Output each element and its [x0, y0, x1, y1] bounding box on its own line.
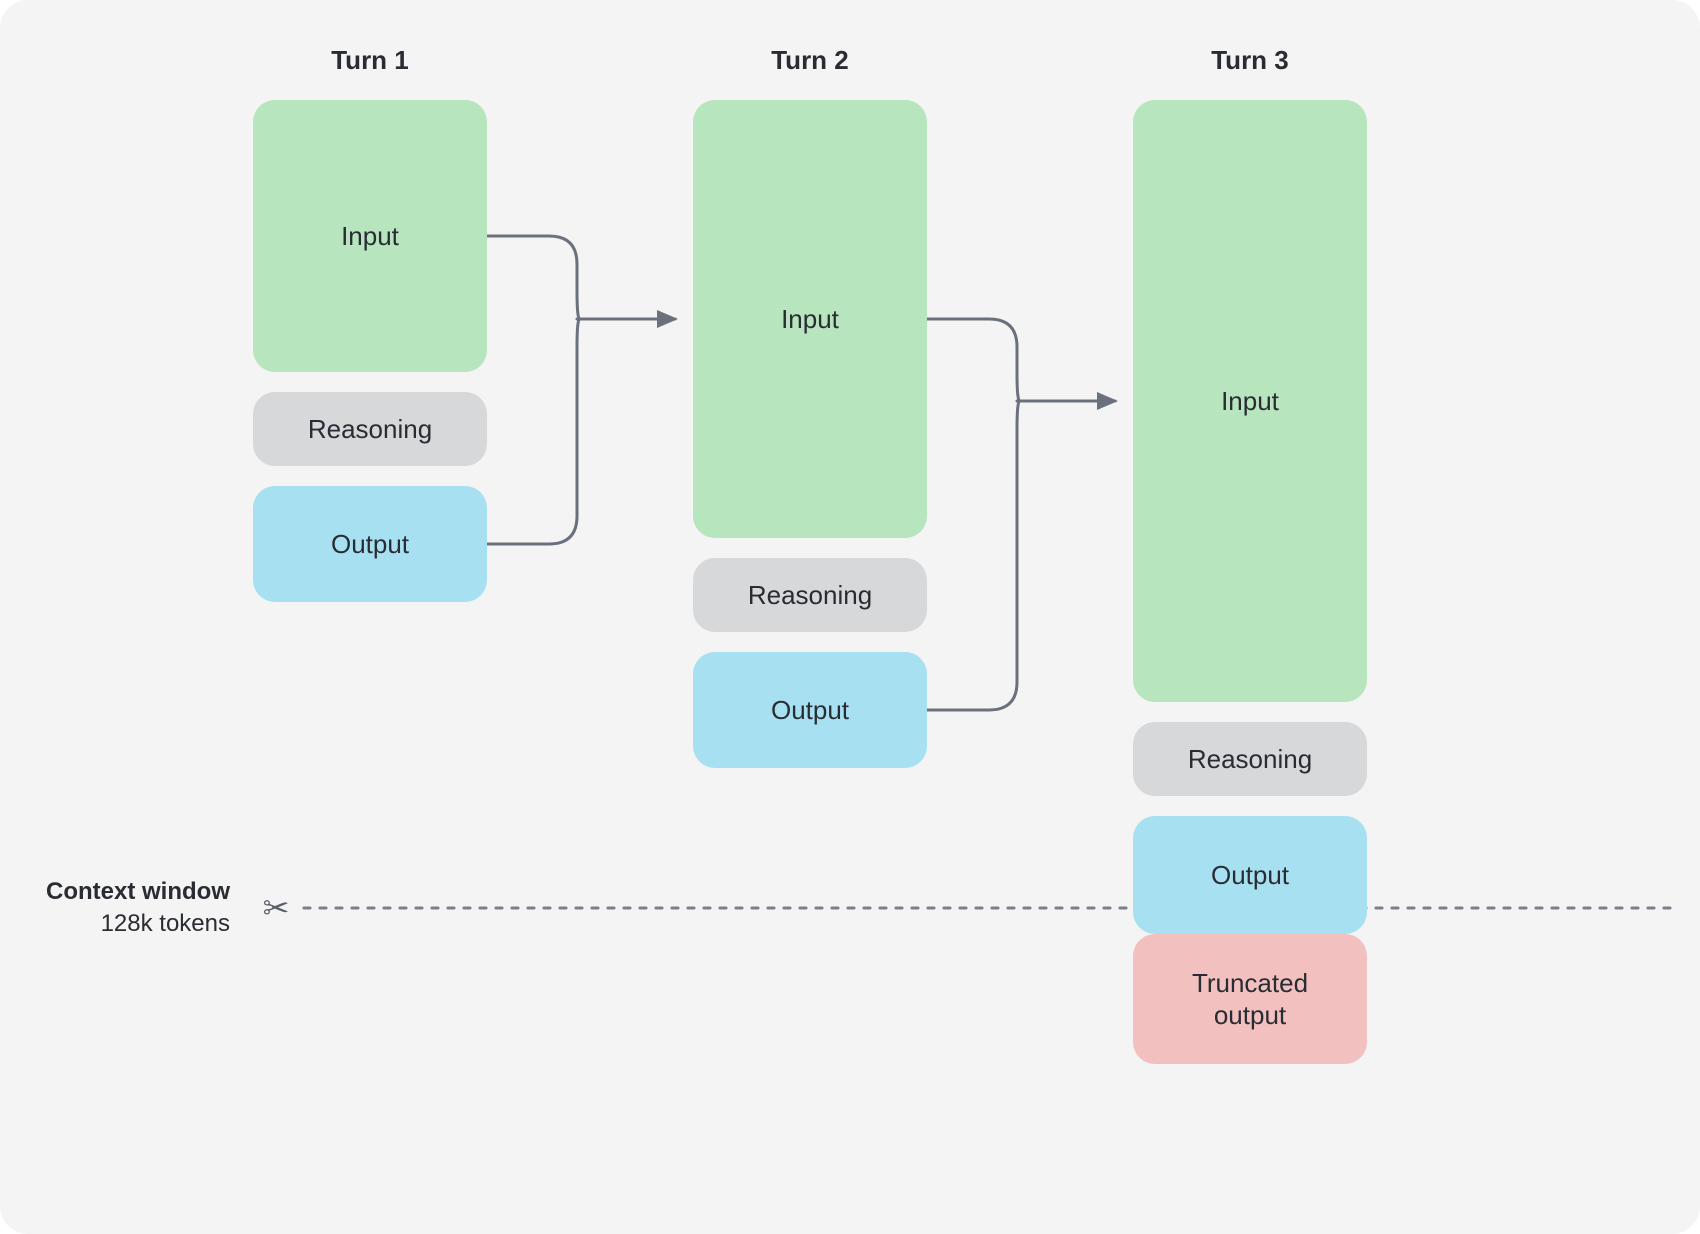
- arrow-2-to-3-bottom-branch: [927, 401, 1020, 710]
- block-t3-reasoning: Reasoning: [1133, 722, 1367, 796]
- block-t3-truncated: Truncatedoutput: [1133, 934, 1367, 1064]
- context-window-label-line1: Context window: [46, 876, 230, 908]
- arrow-2-to-3-top-branch: [927, 319, 1020, 401]
- arrow-1-to-2-top-branch: [487, 236, 580, 319]
- block-t1-output: Output: [253, 486, 487, 602]
- block-t1-reasoning: Reasoning: [253, 392, 487, 466]
- scissors-icon: ✂: [263, 889, 290, 927]
- turn-title-turn1: Turn 1: [331, 45, 409, 76]
- context-window-label: Context window128k tokens: [46, 876, 230, 941]
- block-t2-reasoning: Reasoning: [693, 558, 927, 632]
- block-t2-output: Output: [693, 652, 927, 768]
- block-t3-input: Input: [1133, 100, 1367, 702]
- block-t3-output: Output: [1133, 816, 1367, 934]
- turn-title-turn2: Turn 2: [771, 45, 849, 76]
- context-window-label-line2: 128k tokens: [46, 908, 230, 940]
- arrow-1-to-2-bottom-branch: [487, 319, 580, 544]
- block-t2-input: Input: [693, 100, 927, 538]
- diagram-frame: Turn 1 Turn 2 Turn 3 Input Reasoning Output In…: [0, 0, 1700, 1234]
- turn-title-turn3: Turn 3: [1211, 45, 1289, 76]
- block-t1-input: Input: [253, 100, 487, 372]
